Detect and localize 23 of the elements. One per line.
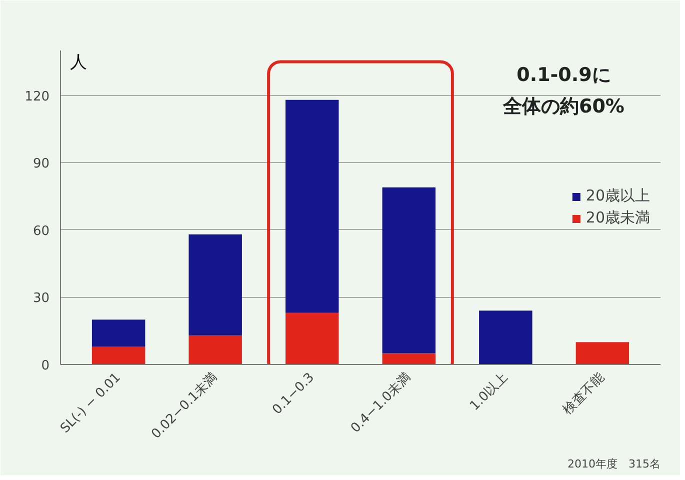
- annotation: 全体の約60%: [502, 95, 624, 118]
- y-tick-label: 30: [32, 291, 50, 306]
- y-tick-label: 60: [32, 224, 50, 239]
- y-tick-label: 120: [24, 89, 50, 104]
- bar: [576, 342, 630, 364]
- bar: [188, 335, 242, 364]
- y-axis-title: 人: [70, 52, 88, 73]
- bar: [382, 187, 436, 354]
- y-tick-label: 90: [32, 156, 50, 172]
- bar: [92, 346, 146, 364]
- bar: [286, 312, 339, 364]
- bar: [188, 234, 242, 336]
- text: 2010年度 315名: [568, 458, 661, 470]
- x-tick-label: 1.0以上: [467, 370, 511, 414]
- bar: [382, 353, 436, 364]
- annotation: 0.1-0.9に: [516, 64, 611, 86]
- x-tick-label: 検査不能: [560, 370, 608, 418]
- bar: [92, 320, 146, 347]
- legend-label: 20歳未満: [586, 208, 650, 228]
- bar: [286, 100, 339, 313]
- legend-label: 20歳以上: [586, 186, 650, 206]
- y-tick-label: 0: [41, 358, 50, 374]
- bar: [479, 310, 532, 364]
